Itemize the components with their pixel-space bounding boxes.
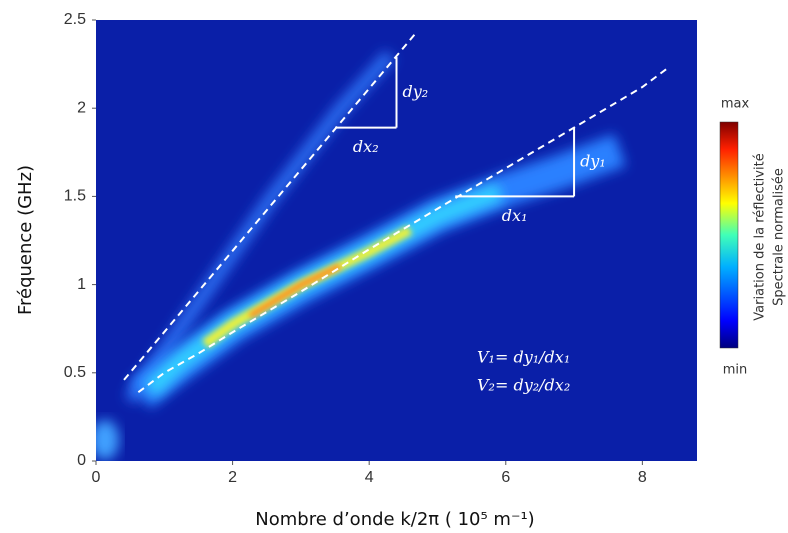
x-tick-label: 2 xyxy=(228,469,237,486)
colorbar-max: max xyxy=(721,97,750,112)
x-tick-label: 0 xyxy=(92,469,101,486)
dx-label: dx₂ xyxy=(353,137,379,156)
dy-label: dy₂ xyxy=(403,82,429,101)
formula: V₁= dy₁/dx₁ xyxy=(477,348,570,367)
x-tick-label: 4 xyxy=(365,469,374,486)
y-tick-label: 2 xyxy=(77,99,86,116)
y-tick-label: 1 xyxy=(77,276,86,293)
y-tick-label: 1.5 xyxy=(64,188,86,205)
dashed-fit-line xyxy=(123,33,416,381)
colorbar-label: Variation de la réflectivité xyxy=(753,153,768,320)
heatmap xyxy=(96,20,697,461)
dy-label: dy₁ xyxy=(580,152,606,171)
colorbar-label: Spectrale normalisée xyxy=(772,168,787,306)
y-tick-label: 2.5 xyxy=(64,11,86,28)
formula: V₂= dy₂/dx₂ xyxy=(477,376,570,395)
colorbar xyxy=(719,121,739,349)
y-tick-label: 0.5 xyxy=(64,364,86,381)
x-tick-label: 6 xyxy=(501,469,510,486)
y-tick-label: 0 xyxy=(77,452,86,469)
dx-label: dx₁ xyxy=(502,206,528,225)
y-axis-title: Fréquence (GHz) xyxy=(15,165,36,315)
x-tick-label: 8 xyxy=(638,469,647,486)
x-axis-title: Nombre d’onde k/2π ( 10⁵ m⁻¹) xyxy=(255,509,534,530)
colorbar-min: min xyxy=(723,363,748,378)
